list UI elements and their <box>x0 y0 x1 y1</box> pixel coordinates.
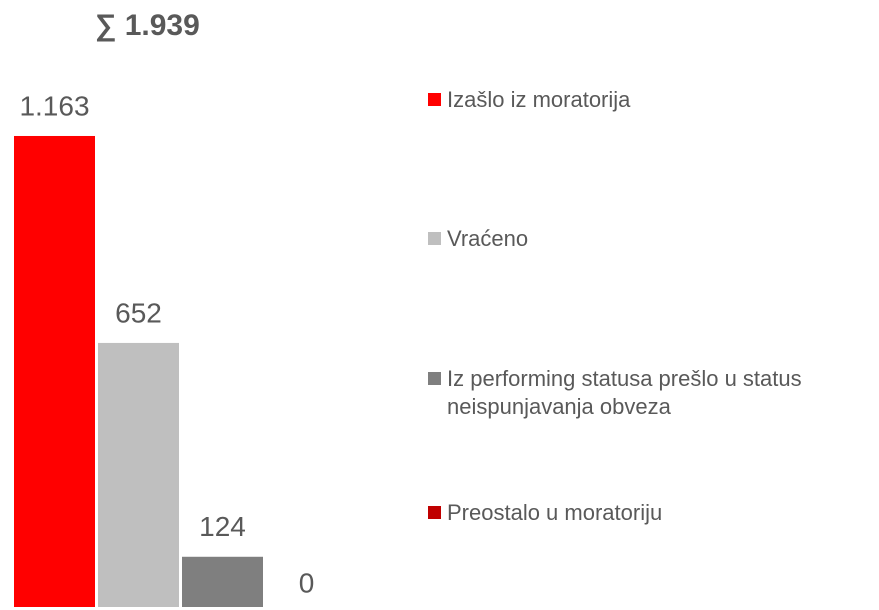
legend-item: Vraćeno <box>428 225 876 253</box>
legend-swatch <box>428 506 441 519</box>
legend-swatch <box>428 372 441 385</box>
bar <box>182 556 263 607</box>
legend-swatch <box>428 232 441 245</box>
bar <box>14 135 95 608</box>
legend-label: Iz performing statusa prešlo u status ne… <box>447 366 802 419</box>
legend-label: Izašlo iz moratorija <box>447 87 631 112</box>
legend-item: Preostalo u moratoriju <box>428 499 876 527</box>
value-label: 652 <box>115 297 162 328</box>
legend-item: Izašlo iz moratorija <box>428 86 876 114</box>
legend-swatch <box>428 93 441 106</box>
value-label: 124 <box>199 511 246 542</box>
legend-label: Preostalo u moratoriju <box>447 500 663 525</box>
bar <box>98 342 179 607</box>
chart-title: ∑ 1.939 <box>95 9 200 42</box>
value-label: 0 <box>299 567 315 598</box>
value-label: 1.163 <box>19 90 89 121</box>
legend-item: Iz performing statusa prešlo u status ne… <box>428 365 876 421</box>
legend-label: Vraćeno <box>447 226 529 251</box>
